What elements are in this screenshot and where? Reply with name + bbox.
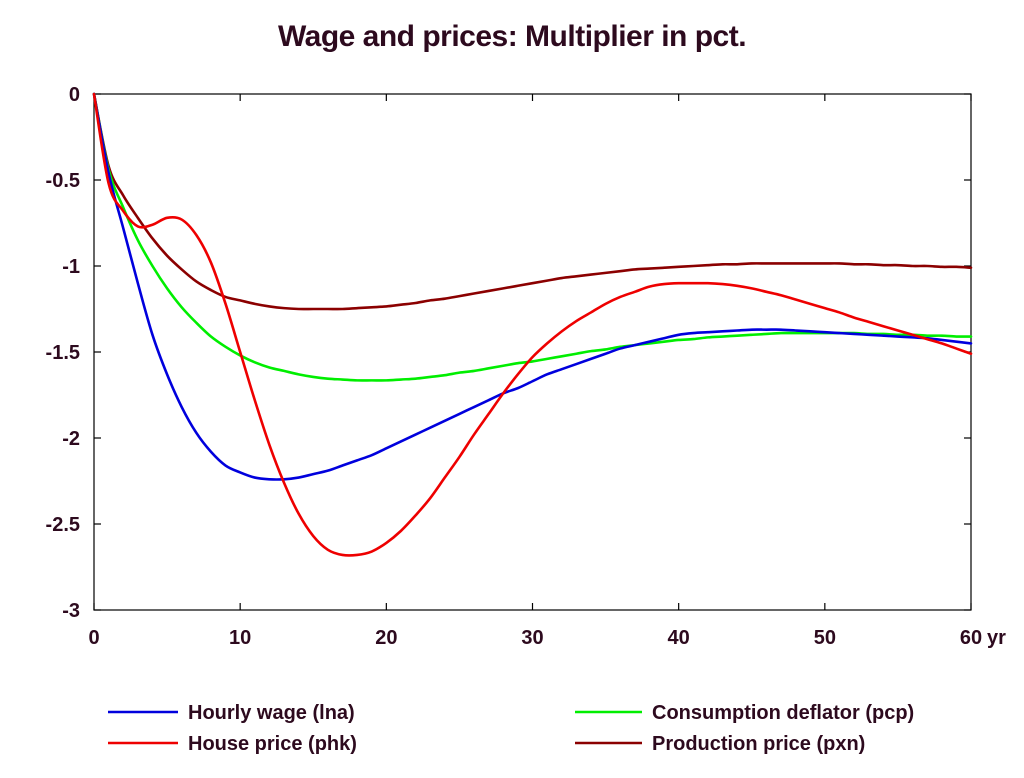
x-tick-label: 20	[375, 627, 397, 649]
series-line-house-price-phk	[92, 92, 973, 557]
y-tick-label: 0	[69, 84, 80, 106]
y-tick-label: -2	[62, 428, 80, 450]
legend-label: Consumption deflator (pcp)	[652, 702, 914, 724]
legend-label: House price (phk)	[188, 733, 357, 755]
legend-label: Hourly wage (lna)	[188, 702, 355, 724]
x-unit-label: yr	[987, 627, 1006, 649]
y-tick-label: -0.5	[46, 170, 80, 192]
x-tick-label: 60	[960, 627, 982, 649]
legend-label: Production price (pxn)	[652, 733, 865, 755]
chart-title: Wage and prices: Multiplier in pct.	[277, 20, 747, 53]
series-line-hourly-wage-lna	[92, 92, 973, 481]
y-tick-label: -1.5	[46, 342, 80, 364]
legend: Hourly wage (lna) Consumption deflator (p…	[108, 702, 914, 755]
x-tick-label: 10	[229, 627, 251, 649]
y-tick-label: -2.5	[46, 514, 80, 536]
x-tick-label: 50	[814, 627, 836, 649]
y-tick-label: -1	[62, 256, 80, 278]
x-tick-label: 40	[668, 627, 690, 649]
series-line-production-price-pxn	[92, 92, 973, 311]
x-tick-label: 0	[88, 627, 99, 649]
plot-area: 0 -0.5 -1 -1.5 -2 -2.5 -3 0 10 20 30 40 50 60 yr	[46, 84, 1007, 649]
plot-frame	[93, 93, 972, 611]
series-line-consumption-deflator-pcp	[92, 92, 973, 382]
x-tick-label: 30	[521, 627, 543, 649]
y-tick-label: -3	[62, 600, 80, 622]
